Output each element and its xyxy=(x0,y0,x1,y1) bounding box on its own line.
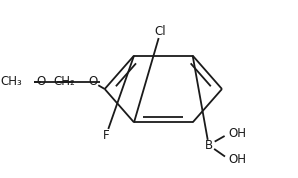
Text: CH₃: CH₃ xyxy=(0,75,22,88)
Text: O: O xyxy=(37,75,46,88)
Text: CH₂: CH₂ xyxy=(54,75,76,88)
Text: F: F xyxy=(103,129,109,142)
Text: O: O xyxy=(88,75,97,88)
Text: OH: OH xyxy=(229,153,247,166)
Text: OH: OH xyxy=(229,127,247,140)
Text: Cl: Cl xyxy=(155,25,167,38)
Text: B: B xyxy=(205,138,213,152)
